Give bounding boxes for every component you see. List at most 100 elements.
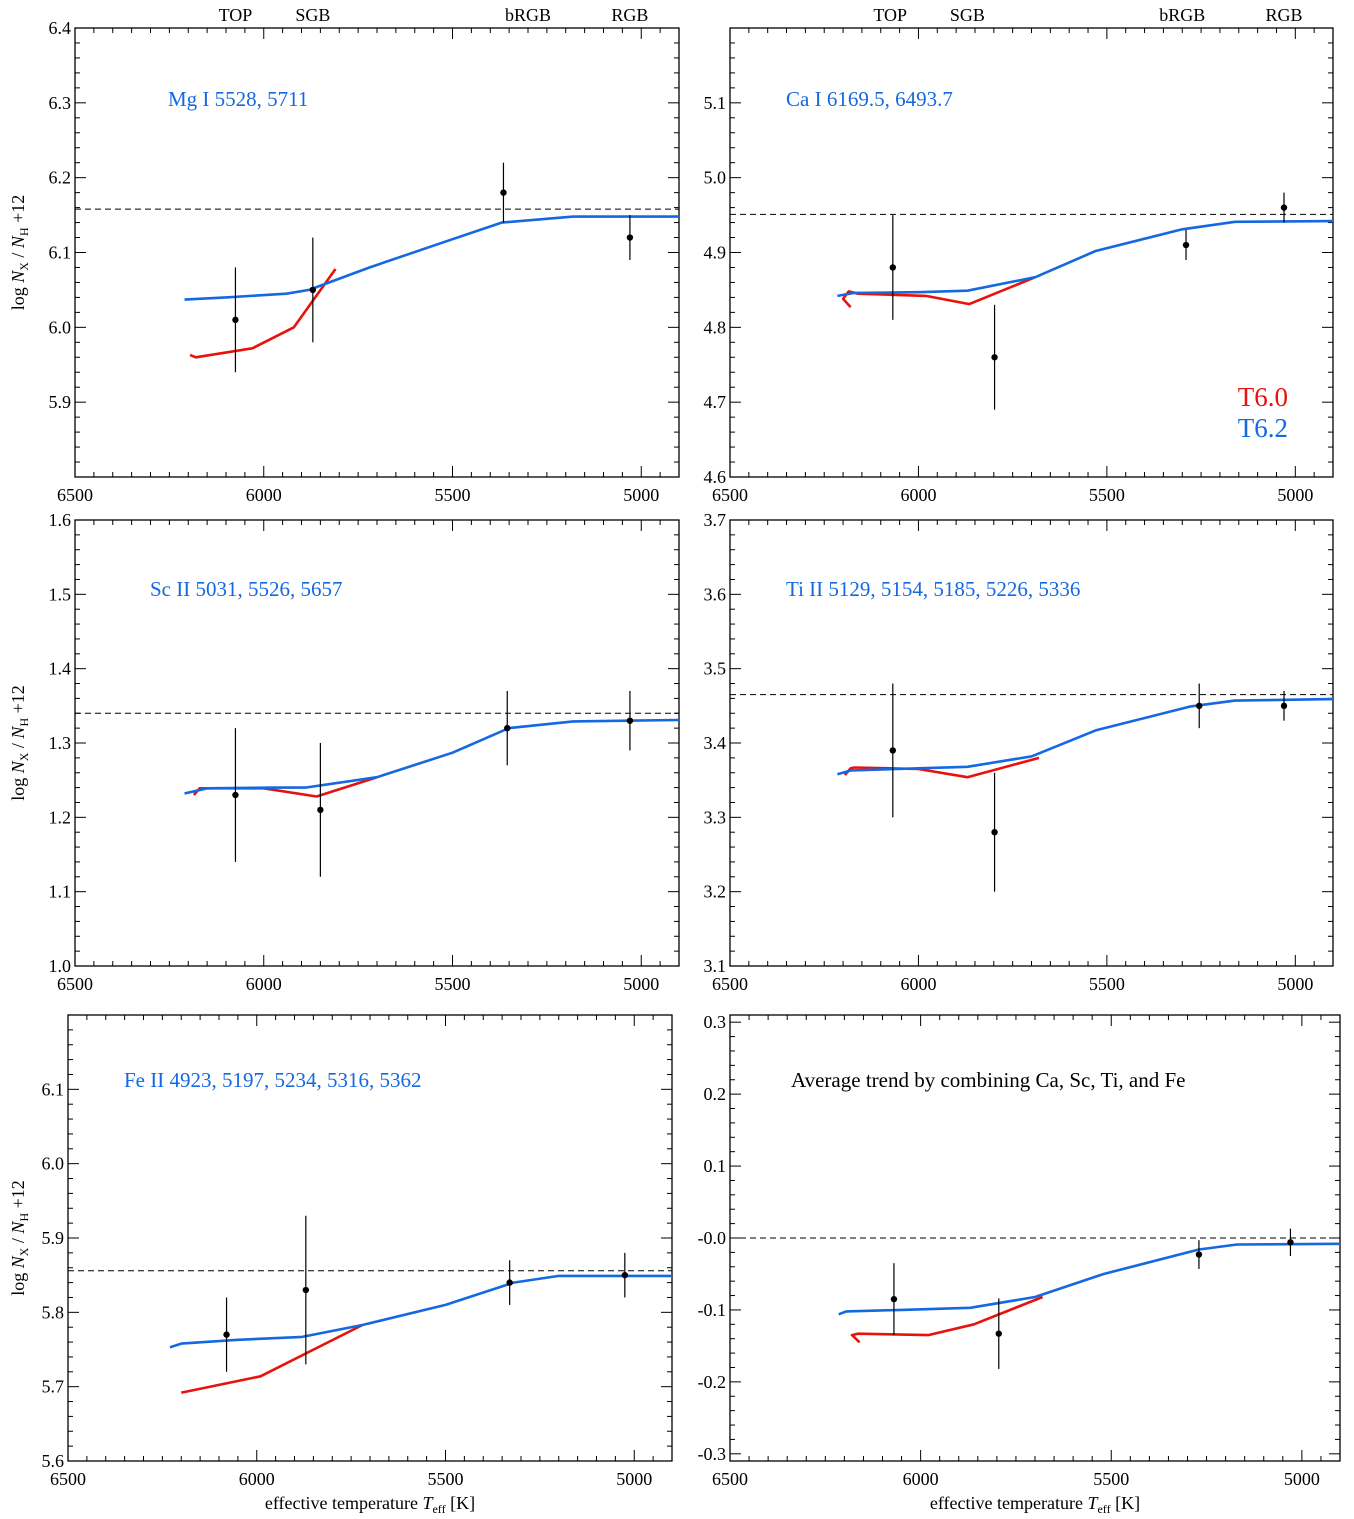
legend-label-t60: T6.0 — [1238, 382, 1288, 412]
y-tick-label: 4.7 — [704, 392, 727, 412]
stage-label-sgb: SGB — [950, 5, 985, 25]
y-axis: 5.9 6.0 6.1 6.2 6.3 6.4 — [49, 18, 679, 478]
y-tick-label: 6.1 — [42, 1079, 65, 1099]
y-tick-label: 1.4 — [49, 659, 72, 679]
data-point — [1182, 241, 1190, 249]
y-tick-label: 3.5 — [704, 659, 727, 679]
chart-panel-4: 6500 6000 5500 5000 3.1 3.2 3.3 3.4 3.5 3.6 3.7 Ti … — [704, 510, 1334, 994]
stage-label-brgb: bRGB — [1159, 5, 1205, 25]
series-line-t62 — [837, 697, 1334, 776]
x-tick-label: 5000 — [616, 1469, 652, 1489]
x-tick-label: 5000 — [1284, 1469, 1320, 1489]
data-point — [1280, 702, 1288, 710]
panel-title: Fe II 4923, 5197, 5234, 5316, 5362 — [124, 1068, 422, 1092]
y-tick-label: 6.4 — [49, 18, 72, 38]
data-point — [621, 1271, 629, 1279]
y-tick-label: 5.7 — [42, 1377, 65, 1397]
data-point — [1287, 1239, 1294, 1246]
y-tick-label: -0.1 — [698, 1300, 727, 1320]
y-tick-label: 1.1 — [49, 882, 72, 902]
panel-title: Sc II 5031, 5526, 5657 — [150, 577, 343, 601]
x-axis: 6500 6000 5500 5000 — [50, 1015, 673, 1489]
y-tick-label: 3.4 — [704, 733, 727, 753]
y-tick-label: 5.8 — [42, 1302, 65, 1322]
data-point — [500, 189, 507, 196]
stage-label-brgb: bRGB — [505, 5, 551, 25]
y-axis-title: log NX / NH +12 — [8, 195, 31, 311]
data-point — [504, 724, 511, 732]
x-tick-label: 5000 — [1277, 485, 1313, 505]
y-tick-label: 3.1 — [704, 956, 727, 976]
x-tick-label: 5000 — [1277, 974, 1313, 994]
series-line-t60 — [850, 1295, 1044, 1344]
y-tick-label: 0.2 — [704, 1084, 727, 1104]
y-tick-label: 6.0 — [49, 317, 72, 337]
y-axis: -0.3 -0.2 -0.1 -0.0 0.1 0.2 0.3 — [698, 1012, 1340, 1464]
x-tick-label: 5500 — [1093, 1469, 1129, 1489]
y-tick-label: 6.1 — [49, 243, 72, 263]
data-point — [232, 791, 239, 799]
data-point — [309, 286, 317, 294]
plot-frame — [74, 27, 680, 478]
series-line-t60 — [181, 1323, 363, 1394]
y-axis-title: log NX / NH +12 — [8, 1180, 31, 1296]
y-tick-label: 5.0 — [704, 168, 727, 188]
chart-panel-2: 6500 6000 5500 5000 4.6 4.7 4.8 4.9 5.0 5.1 Ca I 6… — [704, 27, 1334, 505]
x-tick-label: 5500 — [428, 1469, 464, 1489]
y-axis: 5.6 5.7 5.8 5.9 6.0 6.1 — [42, 1014, 672, 1471]
data-point — [1196, 702, 1203, 710]
data-point — [991, 829, 998, 836]
data-point — [626, 717, 634, 724]
y-tick-label: 3.2 — [704, 882, 727, 902]
series-line-t62 — [837, 219, 1334, 298]
data-point — [232, 316, 239, 324]
y-tick-label: 3.7 — [704, 510, 727, 530]
x-tick-label: 6500 — [712, 1469, 748, 1489]
x-tick-label: 5500 — [1089, 485, 1125, 505]
x-tick-label: 6500 — [50, 1469, 86, 1489]
stage-label-rgb: RGB — [1265, 5, 1302, 25]
y-tick-label: 6.2 — [49, 168, 72, 188]
y-axis: 3.1 3.2 3.3 3.4 3.5 3.6 3.7 — [704, 510, 1333, 976]
data-point — [223, 1331, 230, 1338]
x-tick-label: 6500 — [712, 974, 748, 994]
x-tick-label: 6000 — [246, 974, 282, 994]
stage-label-top: TOP — [219, 5, 253, 25]
y-tick-label: 0.3 — [704, 1012, 727, 1032]
y-tick-label: 5.6 — [42, 1451, 65, 1471]
y-axis: 1.0 1.1 1.2 1.3 1.4 1.5 1.6 — [49, 510, 679, 976]
stage-labels: TOP SGB bRGB RGB TOP SGB bRGB RGB — [219, 5, 1303, 25]
data-point — [302, 1286, 310, 1294]
y-tick-label: 1.2 — [49, 807, 72, 827]
y-tick-label: 6.3 — [49, 93, 72, 113]
panel-title: Ti II 5129, 5154, 5185, 5226, 5336 — [786, 577, 1080, 601]
series-line-t62 — [184, 718, 680, 795]
y-tick-label: 1.5 — [49, 584, 72, 604]
data-point — [890, 1295, 898, 1303]
panel-title: Average trend by combining Ca, Sc, Ti, a… — [791, 1068, 1185, 1092]
y-tick-label: 5.9 — [49, 392, 72, 412]
series-line-t62 — [184, 215, 679, 301]
x-tick-label: 6000 — [246, 485, 282, 505]
data-point — [889, 747, 897, 754]
panels-group: 6500 6000 5500 5000 5.9 6.0 6.1 6.2 6.3 6.4 Mg I 5… — [8, 18, 1341, 1516]
legend-label-t62: T6.2 — [1238, 413, 1288, 443]
panel-title: Ca I 6169.5, 6493.7 — [786, 87, 953, 111]
x-tick-label: 5000 — [623, 974, 659, 994]
series-line-t62 — [169, 1274, 672, 1349]
data-point — [995, 1330, 1002, 1337]
data-point — [317, 806, 324, 814]
chart-panel-3: 6500 6000 5500 5000 1.0 1.1 1.2 1.3 1.4 1.5 1.6 Sc … — [8, 510, 680, 994]
panel-title: Mg I 5528, 5711 — [168, 87, 308, 111]
x-axis: 6500 6000 5500 5000 — [57, 28, 680, 505]
x-tick-label: 6000 — [903, 1469, 939, 1489]
stage-label-top: TOP — [873, 5, 907, 25]
stage-label-rgb: RGB — [611, 5, 648, 25]
series-line-t60 — [189, 268, 337, 359]
x-tick-label: 5500 — [435, 974, 471, 994]
y-tick-label: 3.6 — [704, 584, 727, 604]
y-axis-title: log NX / NH +12 — [8, 685, 31, 801]
x-tick-label: 6000 — [900, 974, 936, 994]
x-tick-label: 6500 — [712, 485, 748, 505]
